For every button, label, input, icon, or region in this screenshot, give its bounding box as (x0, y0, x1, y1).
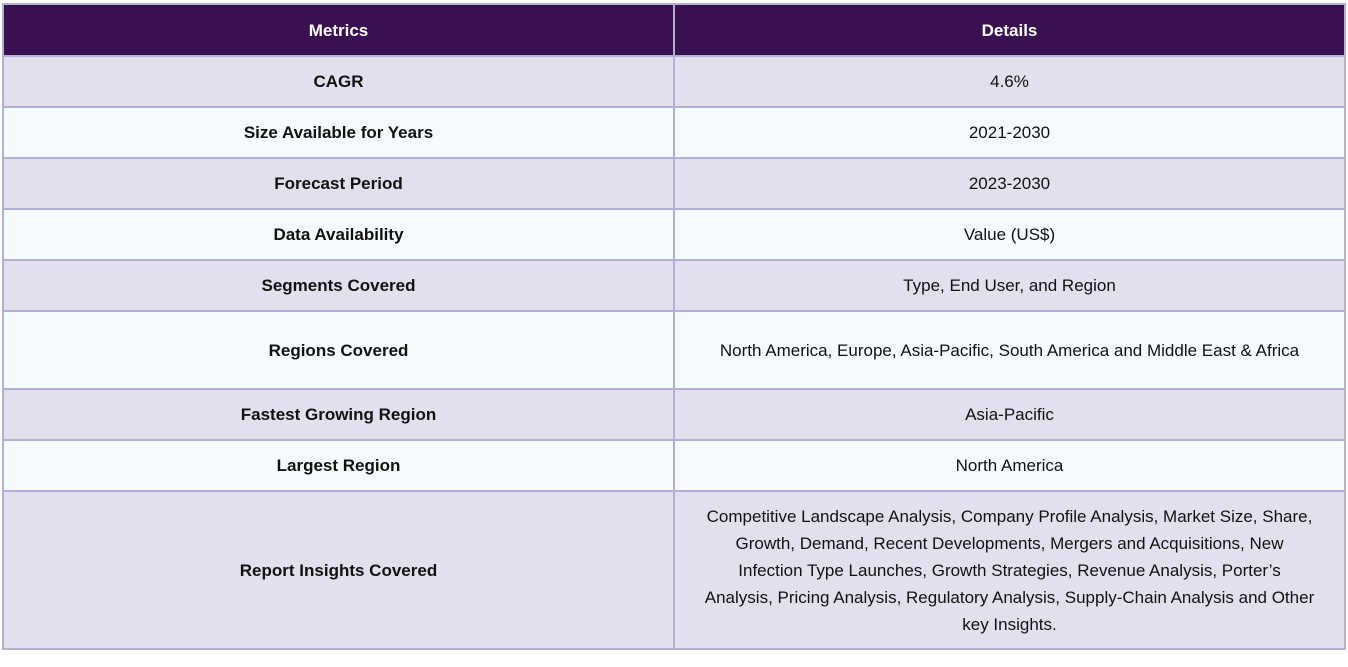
table-header-row: Metrics Details (2, 3, 1346, 57)
metric-cell: Largest Region (2, 439, 675, 492)
details-cell: Type, End User, and Region (673, 259, 1346, 312)
details-cell: 2021-2030 (673, 106, 1346, 159)
metric-cell: Forecast Period (2, 157, 675, 210)
details-cell: 2023-2030 (673, 157, 1346, 210)
table-row: Largest Region North America (2, 439, 1346, 492)
table-row: Size Available for Years 2021-2030 (2, 106, 1346, 159)
table-row: CAGR 4.6% (2, 55, 1346, 108)
table-row: Fastest Growing Region Asia-Pacific (2, 388, 1346, 441)
table-row: Data Availability Value (US$) (2, 208, 1346, 261)
header-details: Details (673, 3, 1346, 57)
market-metrics-table: Metrics Details CAGR 4.6% Size Available… (2, 3, 1346, 650)
metric-cell: Size Available for Years (2, 106, 675, 159)
metric-cell: Report Insights Covered (2, 490, 675, 650)
table-row: Forecast Period 2023-2030 (2, 157, 1346, 210)
metric-cell: Fastest Growing Region (2, 388, 675, 441)
metric-cell: CAGR (2, 55, 675, 108)
market-metrics-table-container: Metrics Details CAGR 4.6% Size Available… (2, 3, 1346, 650)
details-cell: Asia-Pacific (673, 388, 1346, 441)
metric-cell: Data Availability (2, 208, 675, 261)
details-cell: North America (673, 439, 1346, 492)
details-cell: North America, Europe, Asia-Pacific, Sou… (673, 310, 1346, 390)
details-cell: Value (US$) (673, 208, 1346, 261)
table-row: Regions Covered North America, Europe, A… (2, 310, 1346, 390)
table-row: Report Insights Covered Competitive Land… (2, 490, 1346, 650)
header-metrics: Metrics (2, 3, 675, 57)
metric-cell: Regions Covered (2, 310, 675, 390)
metric-cell: Segments Covered (2, 259, 675, 312)
table-row: Segments Covered Type, End User, and Reg… (2, 259, 1346, 312)
details-cell: Competitive Landscape Analysis, Company … (673, 490, 1346, 650)
details-cell: 4.6% (673, 55, 1346, 108)
